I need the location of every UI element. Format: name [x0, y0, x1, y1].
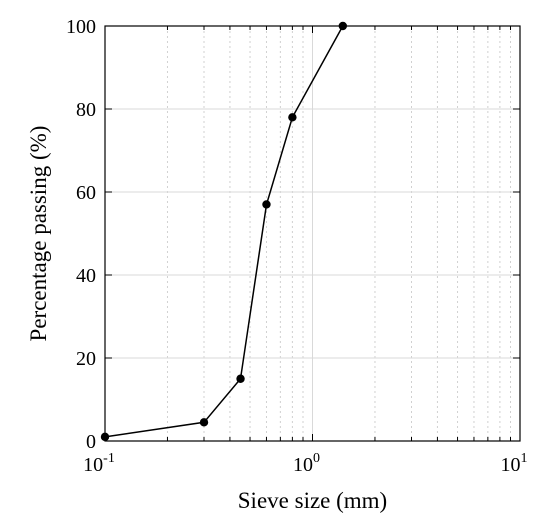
- data-point: [236, 374, 245, 383]
- y-tick-label: 80: [76, 99, 96, 121]
- tick-labels: 0 20 40 60 80 100 10-1 100 101: [66, 16, 528, 476]
- data-point: [199, 418, 209, 427]
- data-point: [288, 113, 297, 122]
- x-axis-label: Sieve size (mm): [238, 488, 387, 513]
- y-axis-label: Percentage passing (%): [26, 126, 51, 342]
- data-point: [338, 21, 348, 31]
- y-tick-label: 100: [66, 16, 96, 38]
- grid: [105, 26, 520, 441]
- data-points: [100, 21, 348, 442]
- y-tick-label: 40: [76, 265, 96, 287]
- series-line: [104, 25, 344, 438]
- y-tick-label: 20: [76, 348, 96, 370]
- data-point: [262, 200, 271, 209]
- x-tick-label: 100: [293, 451, 320, 476]
- data-point: [100, 432, 110, 442]
- y-tick-label: 60: [76, 182, 96, 204]
- x-tick-label: 101: [501, 451, 528, 476]
- x-tick-label: 10-1: [83, 451, 115, 476]
- y-tick-label: 0: [86, 431, 96, 453]
